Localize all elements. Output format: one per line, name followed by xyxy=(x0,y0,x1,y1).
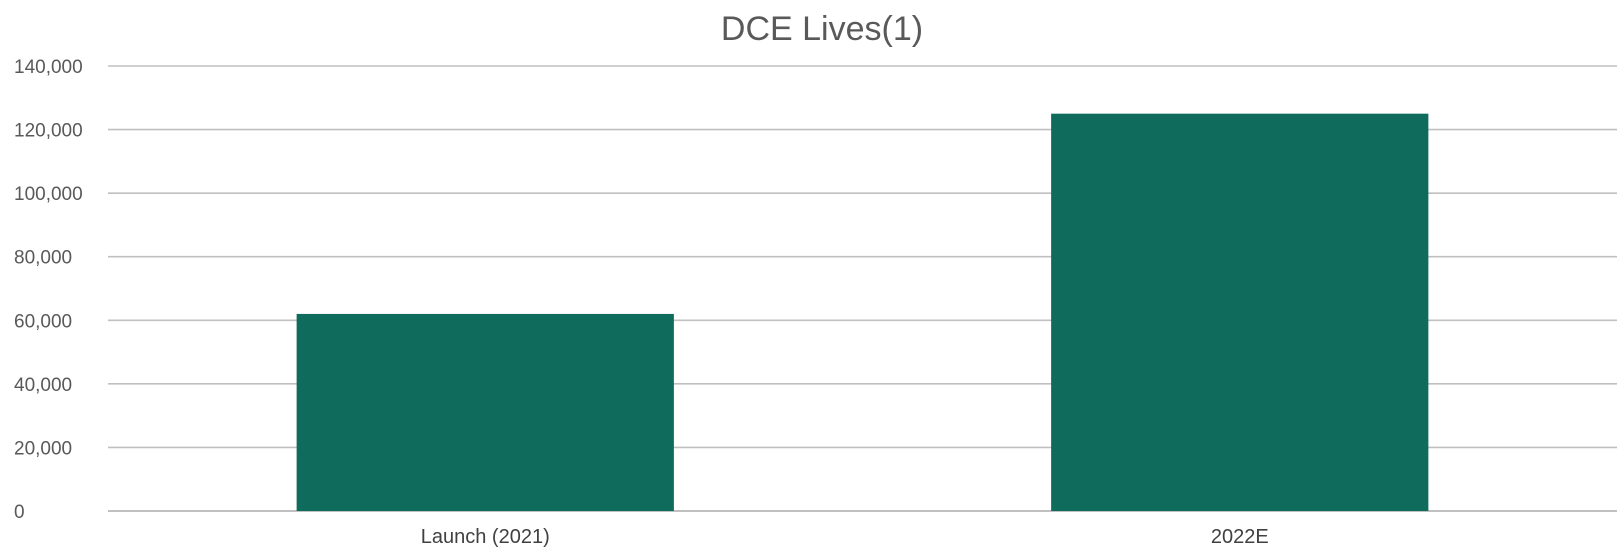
bars xyxy=(296,113,1429,511)
y-tick-label: 140,000 xyxy=(14,57,83,78)
y-tick-label: 100,000 xyxy=(14,184,83,205)
y-tick-label: 80,000 xyxy=(14,248,72,269)
y-tick-label: 120,000 xyxy=(14,121,83,142)
chart-title: DCE Lives(1) xyxy=(721,10,923,48)
x-category-label: Launch (2021) xyxy=(421,526,550,548)
y-axis-tick-labels: 0 20,000 40,000 60,000 80,000 100,000 120,000 1… xyxy=(14,57,83,523)
y-tick-label: 60,000 xyxy=(14,311,72,332)
bar xyxy=(1051,113,1429,511)
x-category-label: 2022E xyxy=(1211,526,1269,548)
bar xyxy=(296,313,674,511)
y-tick-label: 20,000 xyxy=(14,438,72,459)
y-tick-label: 40,000 xyxy=(14,375,72,396)
x-axis-category-labels: Launch (2021) 2022E xyxy=(421,526,1269,548)
y-tick-label: 0 xyxy=(14,502,25,523)
